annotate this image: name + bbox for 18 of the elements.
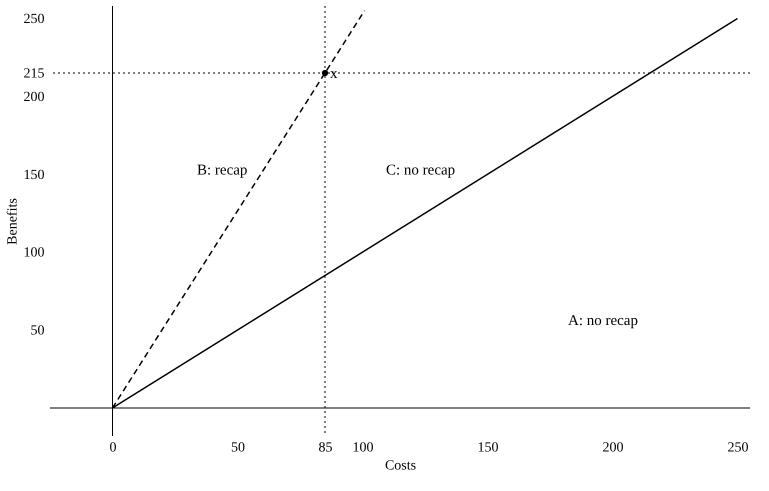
y-tick-label: 50	[30, 324, 44, 339]
x-tick-label: 0	[110, 440, 116, 456]
x-tick-label: 85	[318, 440, 332, 456]
x-tick-label: 150	[478, 440, 498, 456]
y-tick-label: 200	[24, 90, 44, 105]
annotation: B: recap	[197, 162, 248, 178]
y-tick-label: 250	[24, 12, 44, 27]
x-tick-label: 100	[352, 440, 374, 456]
y-axis-title: Benefits	[6, 198, 20, 245]
y-tick-label: 100	[24, 246, 44, 261]
annotation: C: no recap	[386, 162, 456, 178]
y-tick-label: 215	[24, 66, 44, 82]
y-tick-label: 150	[24, 168, 44, 183]
x-tick-label: 250	[728, 440, 748, 456]
x-tick-label: 200	[602, 440, 624, 456]
annotation: A: no recap	[568, 312, 638, 329]
x-tick-label: 50	[231, 440, 245, 456]
x-axis-title: Costs	[384, 458, 416, 474]
